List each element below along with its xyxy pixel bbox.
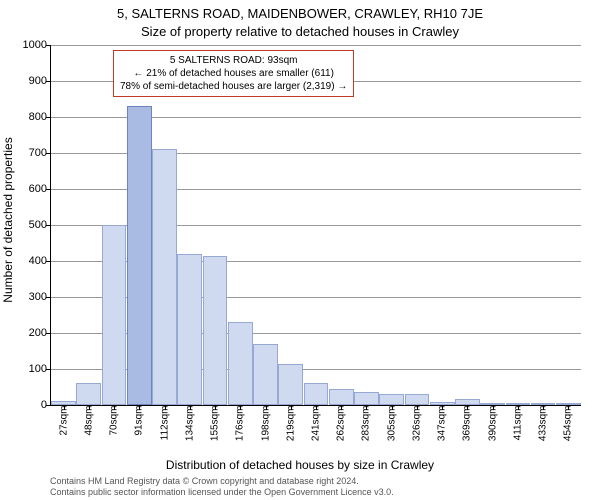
bar	[354, 392, 379, 405]
xtick-label: 112sqm	[159, 406, 170, 456]
bar	[278, 364, 303, 405]
ytick-label: 900	[17, 75, 47, 87]
xtick-label: 347sqm	[437, 406, 448, 456]
ytick-label: 800	[17, 111, 47, 123]
ytick-label: 500	[17, 219, 47, 231]
xtick-label: 283sqm	[361, 406, 372, 456]
xtick-label: 219sqm	[285, 406, 296, 456]
xtick-label: 70sqm	[109, 406, 120, 456]
xtick-label: 241sqm	[311, 406, 322, 456]
bar	[177, 254, 202, 405]
ytick-label: 1000	[17, 39, 47, 51]
ytick-label: 0	[17, 399, 47, 411]
title-line-2: Size of property relative to detached ho…	[0, 24, 600, 39]
bar	[102, 225, 127, 405]
annotation-line: ← 21% of detached houses are smaller (61…	[120, 67, 347, 80]
chart-container: 5, SALTERNS ROAD, MAIDENBOWER, CRAWLEY, …	[0, 0, 600, 500]
bar	[329, 389, 354, 405]
xtick-label: 155sqm	[210, 406, 221, 456]
xtick-label: 454sqm	[563, 406, 574, 456]
xtick-label: 91sqm	[134, 406, 145, 456]
bar	[203, 256, 228, 405]
footer-line-1: Contains HM Land Registry data © Crown c…	[50, 476, 394, 487]
bar	[253, 344, 278, 405]
bar	[405, 394, 430, 405]
xtick-label: 433sqm	[538, 406, 549, 456]
bar	[152, 149, 177, 405]
xtick-label: 198sqm	[260, 406, 271, 456]
xtick-label: 48sqm	[83, 406, 94, 456]
gridline	[51, 45, 581, 46]
annotation-box: 5 SALTERNS ROAD: 93sqm← 21% of detached …	[113, 50, 354, 97]
bar-highlight	[127, 106, 152, 405]
xtick-label: 369sqm	[462, 406, 473, 456]
x-axis-label: Distribution of detached houses by size …	[0, 458, 600, 472]
footer-line-2: Contains public sector information licen…	[50, 487, 394, 498]
title-line-1: 5, SALTERNS ROAD, MAIDENBOWER, CRAWLEY, …	[0, 6, 600, 21]
bar	[304, 383, 329, 405]
xtick-label: 390sqm	[487, 406, 498, 456]
plot-area: 0100200300400500600700800900100027sqm48s…	[50, 45, 581, 406]
xtick-label: 305sqm	[386, 406, 397, 456]
annotation-line: 5 SALTERNS ROAD: 93sqm	[120, 54, 347, 67]
ytick-label: 600	[17, 183, 47, 195]
annotation-line: 78% of semi-detached houses are larger (…	[120, 80, 347, 93]
xtick-label: 176sqm	[235, 406, 246, 456]
footer-attribution: Contains HM Land Registry data © Crown c…	[50, 476, 394, 498]
bar	[379, 394, 404, 405]
xtick-label: 411sqm	[512, 406, 523, 456]
bar	[76, 383, 101, 405]
bar	[228, 322, 253, 405]
ytick-label: 300	[17, 291, 47, 303]
xtick-label: 326sqm	[411, 406, 422, 456]
xtick-label: 27sqm	[58, 406, 69, 456]
xtick-label: 134sqm	[184, 406, 195, 456]
y-axis-label: Number of detached properties	[1, 137, 15, 302]
xtick-label: 262sqm	[336, 406, 347, 456]
ytick-label: 200	[17, 327, 47, 339]
ytick-label: 700	[17, 147, 47, 159]
ytick-label: 100	[17, 363, 47, 375]
ytick-label: 400	[17, 255, 47, 267]
